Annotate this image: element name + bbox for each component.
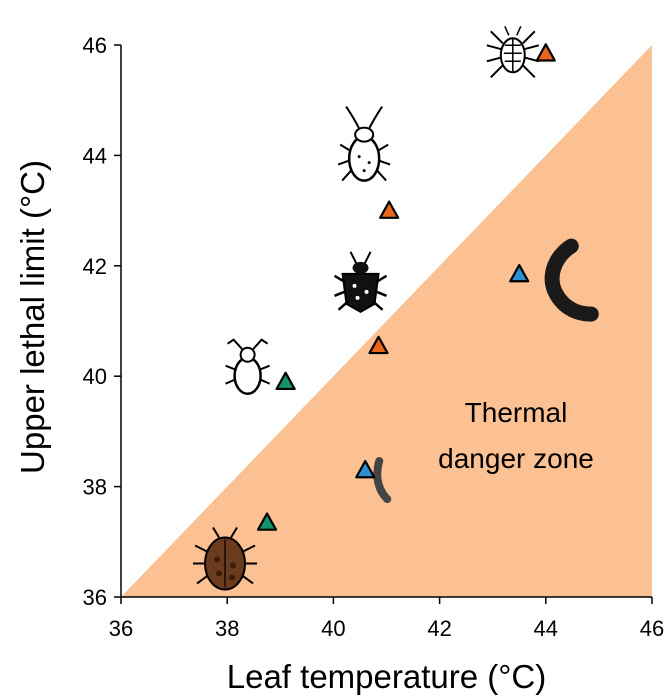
x-axis-ticks: 36 38 40 42 44 46 <box>109 597 664 641</box>
bug-icon <box>336 105 392 182</box>
y-tick-label: 36 <box>83 585 107 610</box>
data-point-marker <box>355 459 376 479</box>
data-point-marker <box>535 43 556 62</box>
y-tick-label: 38 <box>83 475 107 500</box>
x-axis-title: Leaf temperature (°C) <box>227 658 547 695</box>
data-markers <box>256 43 556 531</box>
stink-bug-icon <box>333 250 388 314</box>
data-point-marker <box>368 335 389 355</box>
axes: 36 38 40 42 44 46 36 38 40 42 44 46 <box>83 33 665 641</box>
data-point-marker <box>509 263 530 283</box>
mite-icon <box>485 25 540 79</box>
x-tick-label: 36 <box>109 616 133 641</box>
data-point-marker <box>275 371 296 391</box>
aphid-icon <box>224 338 271 395</box>
x-tick-label: 38 <box>215 616 239 641</box>
y-axis-ticks: 36 38 40 42 44 46 <box>83 33 121 610</box>
y-tick-label: 44 <box>83 143 107 168</box>
plot-area <box>121 45 652 597</box>
x-tick-label: 40 <box>321 616 345 641</box>
data-point-marker <box>379 200 400 219</box>
zone-label-line1: Thermal <box>465 397 568 428</box>
y-axis-title: Upper lethal limit (°C) <box>14 160 51 474</box>
x-tick-label: 42 <box>427 616 451 641</box>
thermal-danger-zone <box>121 45 652 597</box>
zone-label-line2: danger zone <box>438 443 594 474</box>
x-tick-label: 46 <box>640 616 664 641</box>
y-tick-label: 42 <box>83 254 107 279</box>
y-tick-label: 46 <box>83 33 107 58</box>
x-tick-label: 44 <box>534 616 558 641</box>
data-point-marker <box>256 512 278 531</box>
y-tick-label: 40 <box>83 364 107 389</box>
